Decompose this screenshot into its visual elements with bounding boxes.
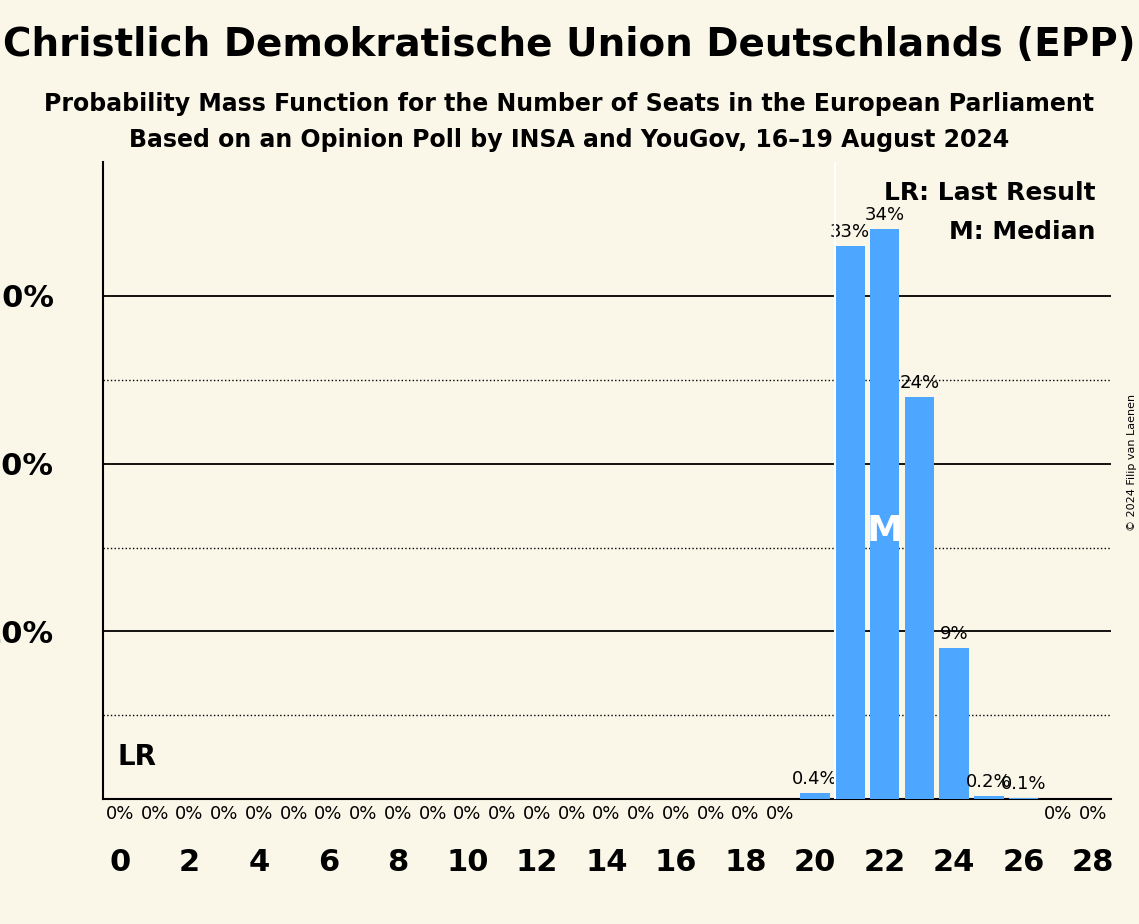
Text: M: M (867, 514, 902, 548)
Text: 0%: 0% (592, 805, 621, 823)
Bar (870, 229, 900, 799)
Text: 0%: 0% (384, 805, 412, 823)
Text: 0%: 0% (662, 805, 690, 823)
Text: 0%: 0% (1044, 805, 1073, 823)
Text: 0%: 0% (175, 805, 204, 823)
Text: 0%: 0% (558, 805, 585, 823)
Text: 24%: 24% (900, 373, 940, 392)
Bar (974, 796, 1003, 799)
Text: 34%: 34% (865, 206, 904, 224)
Text: 0%: 0% (523, 805, 551, 823)
Text: 0.4%: 0.4% (793, 770, 838, 787)
Text: 0%: 0% (349, 805, 377, 823)
Text: LR: LR (117, 743, 157, 772)
Text: 0%: 0% (731, 805, 760, 823)
Bar (940, 649, 969, 799)
Text: 0.1%: 0.1% (1001, 774, 1047, 793)
Text: 0%: 0% (106, 805, 134, 823)
Bar (904, 396, 934, 799)
Text: 0%: 0% (697, 805, 726, 823)
Text: 0%: 0% (767, 805, 795, 823)
Bar (1009, 797, 1039, 799)
Bar (801, 793, 830, 799)
Text: 0%: 0% (245, 805, 273, 823)
Text: 9%: 9% (940, 626, 968, 643)
Text: 0%: 0% (279, 805, 308, 823)
Text: 33%: 33% (830, 223, 870, 240)
Text: Based on an Opinion Poll by INSA and YouGov, 16–19 August 2024: Based on an Opinion Poll by INSA and You… (130, 128, 1009, 152)
Text: 0%: 0% (140, 805, 169, 823)
Bar (835, 246, 865, 799)
Text: 0.2%: 0.2% (966, 772, 1011, 791)
Text: 0%: 0% (418, 805, 446, 823)
Text: © 2024 Filip van Laenen: © 2024 Filip van Laenen (1126, 394, 1137, 530)
Text: 0%: 0% (1079, 805, 1107, 823)
Text: 0%: 0% (487, 805, 516, 823)
Text: Christlich Demokratische Union Deutschlands (EPP): Christlich Demokratische Union Deutschla… (3, 26, 1136, 64)
Text: LR: Last Result
M: Median: LR: Last Result M: Median (884, 181, 1096, 244)
Text: 0%: 0% (314, 805, 343, 823)
Text: 0%: 0% (628, 805, 655, 823)
Text: 0%: 0% (210, 805, 238, 823)
Text: Probability Mass Function for the Number of Seats in the European Parliament: Probability Mass Function for the Number… (44, 92, 1095, 116)
Text: 0%: 0% (453, 805, 482, 823)
